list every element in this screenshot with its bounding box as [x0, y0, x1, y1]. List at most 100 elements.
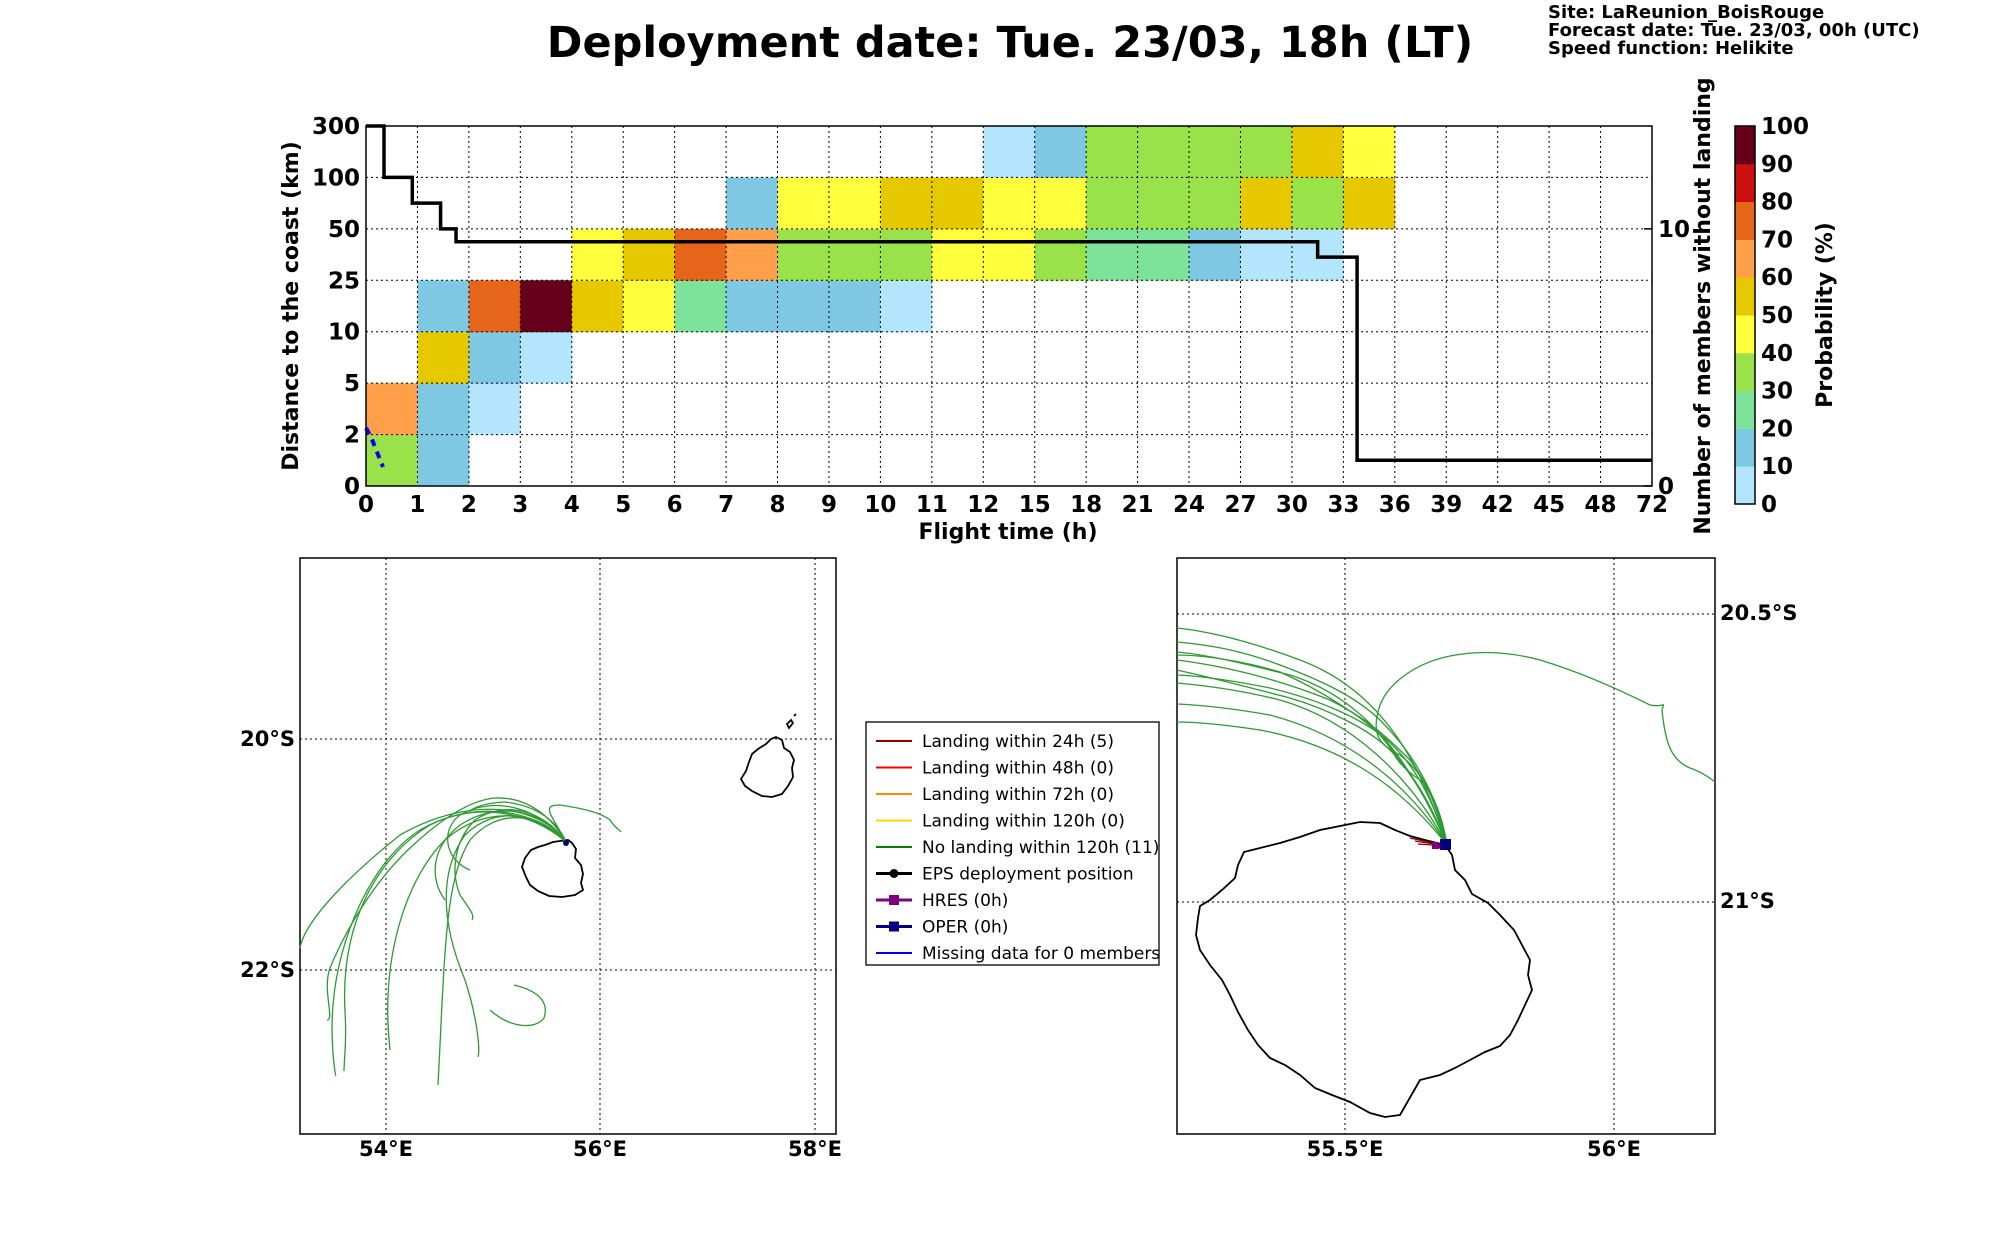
colorbar-segment [1735, 126, 1755, 165]
heatmap-cell [1189, 177, 1241, 230]
colorbar-label: Probability (%) [1813, 222, 1838, 408]
legend-label: No landing within 120h (11) [922, 838, 1159, 858]
heatmap-cell [1343, 126, 1396, 178]
left-map-lon-label: 54°E [359, 1137, 413, 1161]
legend-frame [865, 721, 1160, 966]
right-map-oper-marker [1440, 839, 1451, 850]
heatmap-cells [366, 126, 1396, 487]
heatmap-cell [468, 383, 521, 436]
colorbar-tick-label: 10 [1761, 454, 1793, 480]
x-tick-label: 42 [1482, 492, 1514, 518]
colorbar-tick-labels: 0 10 20 30 40 50 60 70 80 90 100 [1761, 114, 1809, 518]
legend-marker [889, 895, 899, 905]
left-map-frame [299, 557, 837, 1135]
heatmap-cell [1086, 228, 1139, 281]
heatmap-cell [417, 331, 470, 384]
legend-label: HRES (0h) [922, 891, 1008, 911]
heatmap-cell [828, 280, 881, 333]
left-map-trajectories [299, 797, 622, 1086]
colorbar-tick-label: 20 [1761, 416, 1793, 442]
heatmap-cell [880, 228, 933, 281]
colorbar-frame [1734, 125, 1756, 505]
y-axis-label: Distance to the coast (km) [279, 141, 304, 471]
colorbar-tick-label: 90 [1761, 152, 1793, 178]
heatmap-cell [520, 331, 573, 384]
colorbar-segment [1735, 239, 1755, 278]
reunion-coastline-small [521, 839, 585, 898]
y-tick-label: 5 [344, 371, 360, 397]
y-tick-label: 0 [344, 474, 360, 500]
mauritius-islet [785, 713, 797, 730]
reunion-coastline-large [1195, 821, 1533, 1118]
colorbar-segment [1735, 352, 1755, 392]
x-tick-label: 9 [821, 492, 837, 518]
heatmap-cell [1034, 177, 1087, 230]
heatmap-cell [726, 280, 779, 333]
x-tick-label: 7 [718, 492, 734, 518]
heatmap-frame [365, 125, 1653, 487]
colorbar-tick-label: 80 [1761, 190, 1793, 216]
y2-tick-label: 10 [1658, 217, 1690, 243]
legend-item: No landing within 120h (11) [876, 838, 1159, 858]
y-tick-label: 50 [328, 217, 360, 243]
right-map-trajectories [1176, 627, 1716, 846]
y2-axis-label: Number of members without landing [1691, 77, 1716, 534]
x-tick-label: 10 [864, 492, 896, 518]
heatmap-cell [417, 434, 470, 487]
heatmap-cell [1240, 228, 1293, 281]
heatmap-cell [468, 280, 521, 333]
heatmap-cell [623, 280, 676, 333]
heatmap-cell [983, 177, 1036, 230]
heatmap-cell [1240, 177, 1293, 230]
x-tick-label: 0 [358, 492, 374, 518]
x-tick-label: 48 [1585, 492, 1617, 518]
legend-label: Missing data for 0 members [922, 944, 1160, 964]
x-tick-label: 27 [1224, 492, 1256, 518]
heatmap-cell [726, 177, 779, 230]
x-tick-label: 1 [409, 492, 425, 518]
legend-item: Landing within 72h (0) [876, 785, 1114, 805]
left-map-lon-label: 56°E [573, 1137, 627, 1161]
heatmap-cell [931, 228, 984, 281]
x-tick-label: 18 [1070, 492, 1102, 518]
x-tick-labels: 0 1 2 3 4 5 6 7 8 9 10 11 12 15 18 21 24 27 30 33 36 39 42 45 48… [358, 492, 1668, 518]
right-map-frame [1176, 557, 1716, 1135]
heatmap-cell [1291, 126, 1344, 178]
x-tick-label: 12 [967, 492, 999, 518]
legend-items: Landing within 24h (5) Landing within 48h… [876, 732, 1160, 964]
colorbar-tick-label: 100 [1761, 114, 1809, 140]
x-axis-label: Flight time (h) [918, 520, 1097, 545]
colorbar-tick-label: 60 [1761, 265, 1793, 291]
colorbar-segment [1735, 428, 1755, 467]
heatmap-cell [1291, 177, 1344, 230]
left-map-deployment-marker [563, 840, 569, 846]
heatmap-cell [1137, 177, 1190, 230]
legend-label: Landing within 24h (5) [922, 732, 1114, 752]
left-map-lat-label: 20°S [240, 727, 295, 751]
heatmap-cell [623, 228, 676, 281]
heatmap-cell [1240, 126, 1293, 178]
heatmap-cell [726, 228, 779, 281]
right-map-lat-label: 20.5°S [1720, 601, 1797, 625]
colorbar-segment [1735, 315, 1755, 354]
y-tick-label: 300 [312, 114, 360, 140]
legend-marker [889, 921, 899, 932]
x-tick-label: 24 [1173, 492, 1205, 518]
heatmap-cell [417, 280, 470, 333]
y-tick-label: 25 [328, 268, 360, 294]
x-tick-label: 45 [1533, 492, 1565, 518]
legend-item: HRES (0h) [876, 891, 1008, 911]
y-tick-label: 2 [344, 423, 360, 449]
page-title: Deployment date: Tue. 23/03, 18h (LT) [547, 18, 1473, 68]
heatmap-cell [571, 228, 624, 281]
x-tick-label: 39 [1430, 492, 1462, 518]
x-tick-label: 4 [564, 492, 580, 518]
heatmap-cell [1137, 228, 1190, 281]
colorbar-tick-label: 0 [1761, 492, 1777, 518]
legend-item: Missing data for 0 members [876, 944, 1160, 964]
heatmap-cell [777, 177, 830, 230]
speed-function-info: Speed function: Helikite [1548, 38, 1794, 59]
x-tick-label: 2 [461, 492, 477, 518]
colorbar-segment [1735, 277, 1755, 316]
